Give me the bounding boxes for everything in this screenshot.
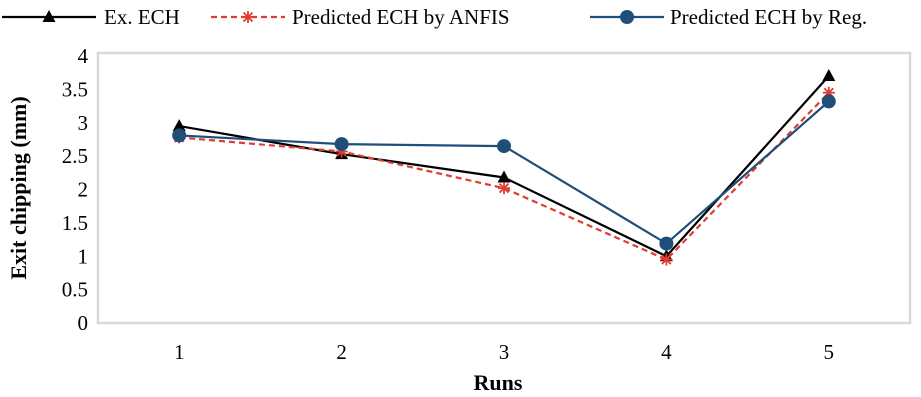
- data-point: [659, 236, 674, 251]
- x-tick-label: 5: [824, 340, 835, 364]
- legend: Ex. ECH Predicted ECH by ANFIS Predicted E…: [2, 5, 867, 29]
- y-tick-label: 3.5: [62, 77, 88, 101]
- y-tick-label: 1: [78, 244, 89, 268]
- legend-marker: [620, 10, 634, 24]
- series-line: [179, 75, 830, 258]
- legend-label: Predicted ECH by ANFIS: [292, 5, 510, 29]
- legend-item: Ex. ECH: [2, 5, 180, 29]
- y-tick-label: 0: [78, 311, 89, 335]
- data-point: [498, 182, 510, 195]
- y-tick-label: 1.5: [62, 211, 88, 235]
- data-point: [497, 139, 511, 154]
- x-tick-label: 3: [499, 340, 510, 364]
- x-tick-label: 1: [174, 340, 185, 364]
- series-3: [172, 94, 836, 251]
- y-tick-label: 2: [78, 178, 89, 202]
- x-tick-label: 2: [336, 340, 347, 364]
- data-point: [821, 94, 836, 109]
- legend-label: Predicted ECH by Reg.: [670, 5, 867, 29]
- y-tick-label: 4: [78, 44, 89, 68]
- y-axis-title: Exit chipping (mm): [6, 96, 31, 279]
- y-axis-ticks: 0 0.5 1 1.5 2 2.5 3 3.5 4: [62, 44, 89, 335]
- legend-marker: [42, 10, 56, 22]
- legend-item: Predicted ECH by Reg.: [590, 5, 867, 29]
- series-layer: [172, 69, 836, 266]
- y-tick-label: 2.5: [62, 144, 88, 168]
- y-tick-label: 0.5: [62, 278, 88, 302]
- data-point: [172, 128, 187, 143]
- x-axis-title: Runs: [474, 370, 523, 395]
- data-point: [822, 69, 836, 82]
- x-axis-ticks: 1 2 3 4 5: [174, 340, 834, 364]
- plot-area-frame: [96, 51, 912, 325]
- y-tick-label: 3: [78, 111, 89, 135]
- legend-label: Ex. ECH: [104, 5, 180, 29]
- series-line: [179, 91, 830, 261]
- x-tick-label: 4: [661, 340, 672, 364]
- data-point: [497, 170, 511, 183]
- data-point: [172, 119, 186, 132]
- data-point: [334, 137, 349, 152]
- legend-item: Predicted ECH by ANFIS: [211, 5, 510, 29]
- series-1: [172, 69, 836, 262]
- data-point: [660, 253, 673, 266]
- legend-marker: [242, 11, 254, 23]
